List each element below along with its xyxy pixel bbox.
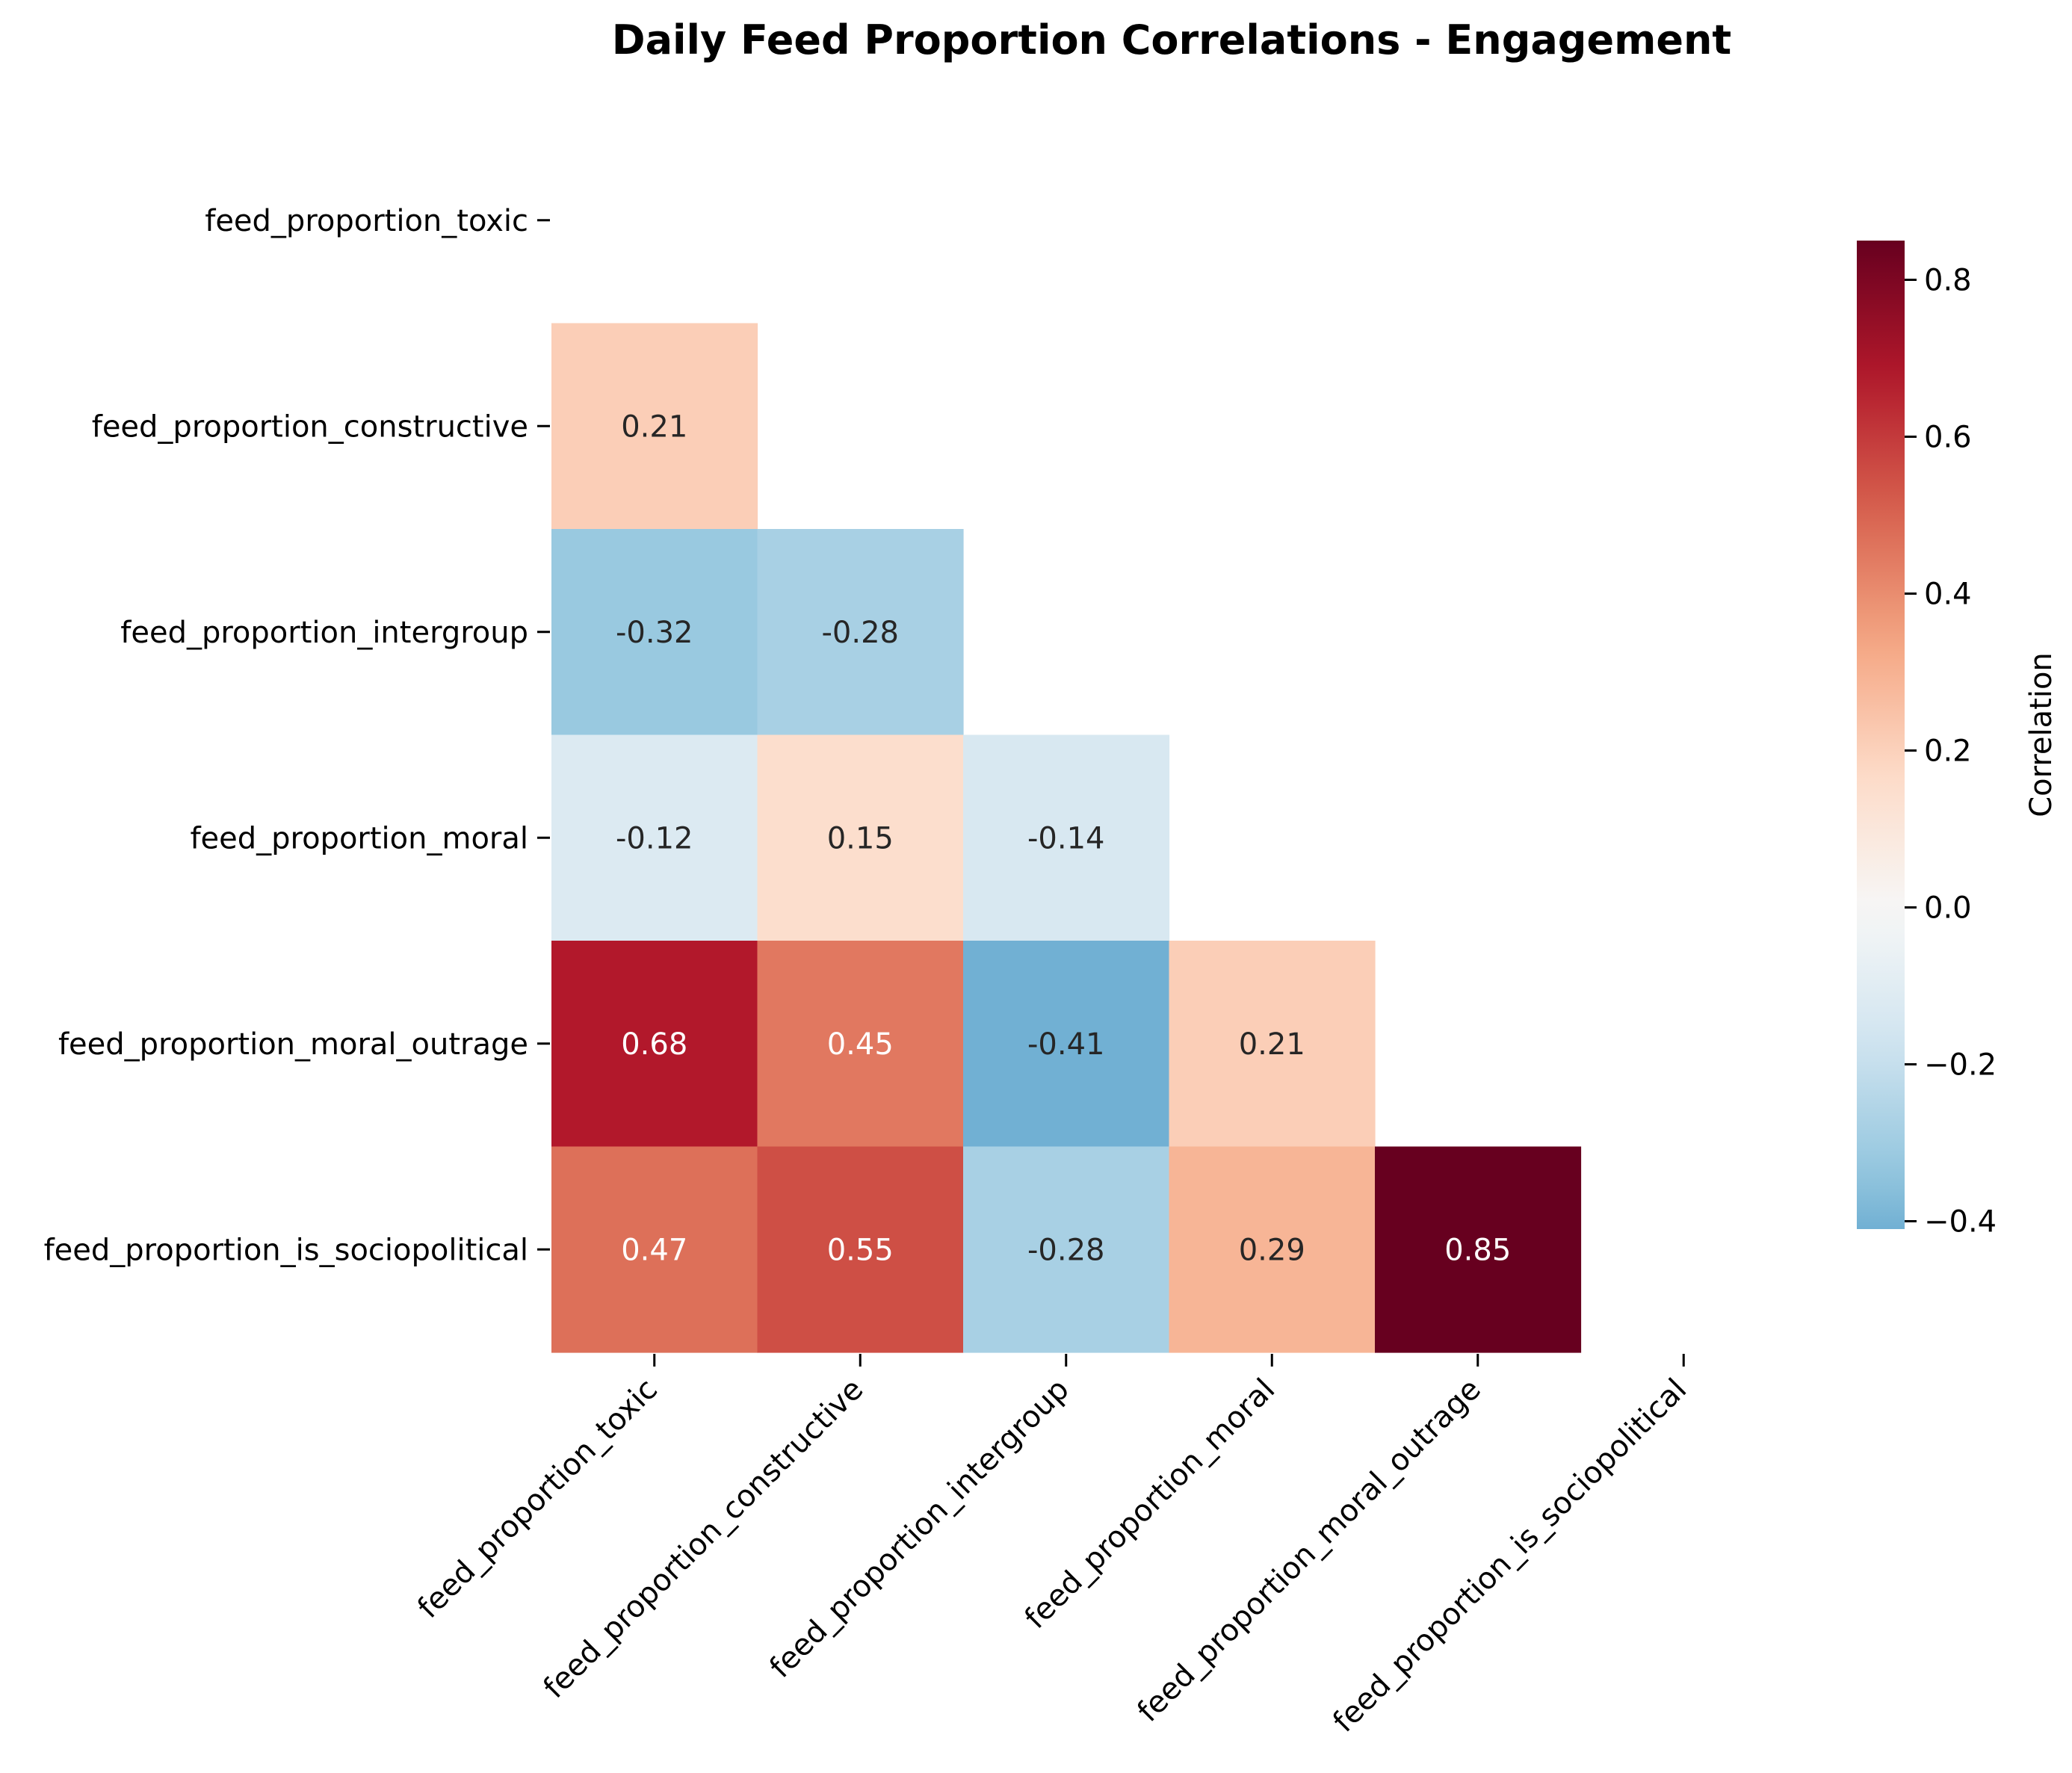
- y-tick-label: feed_proportion_moral_outrage: [58, 1027, 528, 1062]
- y-tick-label: feed_proportion_toxic: [205, 204, 528, 238]
- colorbar-tick-label: −0.4: [1924, 1205, 1997, 1240]
- heatmap-cells: 0.21 -0.32 -0.28 -0.12 0.15 -0.14 0.68 0.45 -0.4…: [551, 323, 1582, 1353]
- cell-value-label: -0.28: [1027, 1233, 1105, 1267]
- heatmap-cell: [551, 529, 758, 736]
- heatmap-cell: [1169, 941, 1376, 1148]
- heatmap-cell: [551, 941, 758, 1148]
- colorbar-gradient: [1857, 241, 1905, 1229]
- heatmap-cell: [757, 1146, 964, 1353]
- cell-value-label: 0.29: [1239, 1233, 1305, 1267]
- heatmap-cell: [551, 323, 758, 530]
- y-tick-label: feed_proportion_intergroup: [120, 616, 528, 650]
- cell-value-label: -0.32: [616, 616, 693, 650]
- y-tick-label: feed_proportion_moral: [190, 821, 528, 855]
- cell-value-label: -0.28: [822, 616, 900, 650]
- colorbar-label: Correlation: [2024, 652, 2059, 817]
- cell-value-label: 0.15: [827, 821, 894, 855]
- cell-value-label: 0.55: [827, 1233, 894, 1267]
- cell-value-label: 0.45: [827, 1027, 894, 1062]
- cell-value-label: -0.12: [616, 821, 693, 855]
- heatmap-cell: [963, 1146, 1170, 1353]
- heatmap-cell: [1169, 1146, 1376, 1353]
- heatmap-cell: [757, 529, 964, 736]
- y-tick-label: feed_proportion_is_sociopolitical: [44, 1233, 528, 1267]
- cell-value-label: 0.68: [621, 1027, 687, 1062]
- heatmap-cell: [551, 734, 758, 941]
- colorbar: −0.4 −0.2 0.0 0.2 0.4 0.6 0.8 Correlation: [1857, 241, 2059, 1240]
- heatmap-cell: [963, 734, 1170, 941]
- cell-value-label: 0.21: [621, 409, 687, 444]
- y-tick-label: feed_proportion_constructive: [92, 409, 528, 444]
- cell-value-label: 0.21: [1239, 1027, 1305, 1062]
- cell-value-label: -0.41: [1027, 1027, 1105, 1062]
- heatmap-cell: [757, 734, 964, 941]
- heatmap-cell: [963, 941, 1170, 1148]
- cell-value-label: 0.85: [1444, 1233, 1511, 1267]
- cell-value-label: 0.47: [621, 1233, 687, 1267]
- colorbar-tick-label: 0.2: [1924, 734, 1972, 769]
- cell-value-label: -0.14: [1027, 821, 1105, 855]
- colorbar-tick-label: −0.2: [1924, 1048, 1997, 1083]
- colorbar-tick-label: 0.8: [1924, 264, 1972, 298]
- colorbar-tick-label: 0.6: [1924, 421, 1972, 455]
- y-axis: feed_proportion_toxic feed_proportion_con…: [44, 204, 550, 1267]
- colorbar-tick-label: 0.0: [1924, 891, 1972, 926]
- heatmap-cell: [757, 941, 964, 1148]
- colorbar-tick-label: 0.4: [1924, 578, 1972, 612]
- heatmap-cell: [551, 1146, 758, 1353]
- chart-title: Daily Feed Proportion Correlations - Eng…: [612, 16, 1731, 64]
- heatmap-cell: [1375, 1146, 1582, 1353]
